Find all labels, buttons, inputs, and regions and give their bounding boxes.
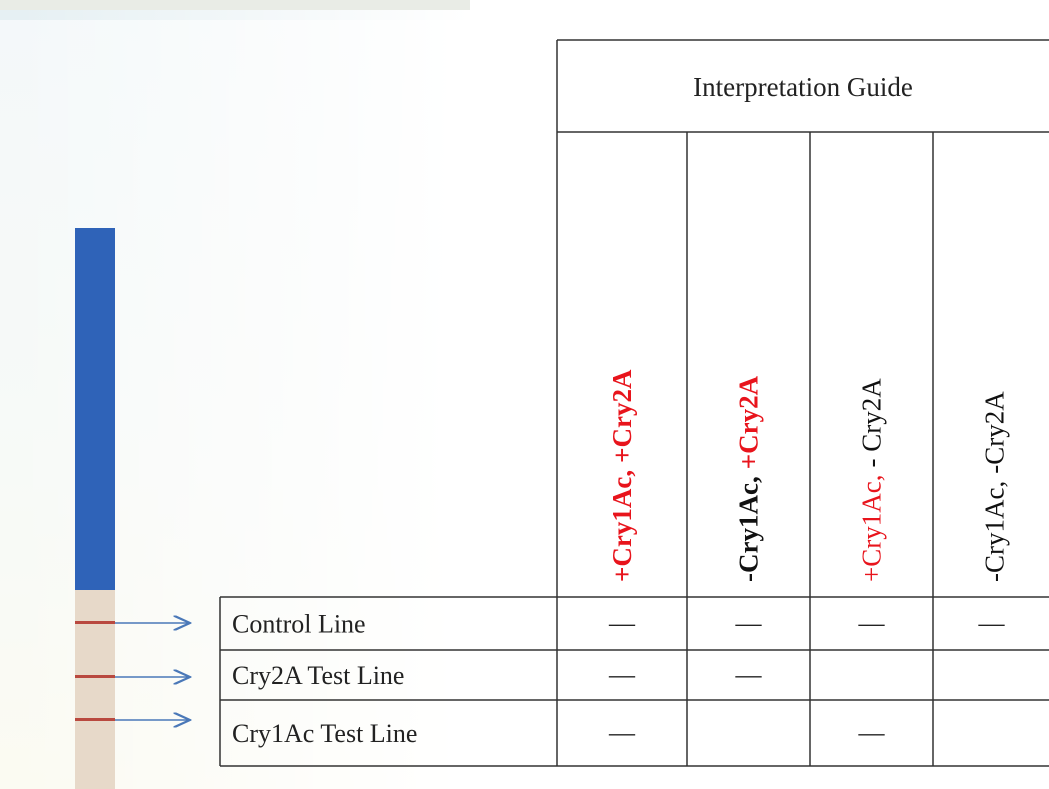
table-cell: — xyxy=(608,609,636,638)
column-header: +Cry1Ac, +Cry2A xyxy=(607,369,637,582)
row-label: Cry2A Test Line xyxy=(232,661,404,690)
background-band xyxy=(0,0,470,10)
table-cell: — xyxy=(735,660,763,689)
table-cell: — xyxy=(978,609,1006,638)
strip-line xyxy=(75,718,115,721)
table-title: Interpretation Guide xyxy=(693,72,913,102)
test-strip xyxy=(75,228,115,789)
header-part: -Cry1Ac, xyxy=(734,476,764,582)
header-part: - Cry2A xyxy=(857,378,887,468)
column-header: +Cry1Ac, - Cry2A xyxy=(857,378,887,582)
column-header: -Cry1Ac, +Cry2A xyxy=(734,375,764,582)
header-part: +Cry1Ac, xyxy=(857,475,887,582)
row-label: Cry1Ac Test Line xyxy=(232,719,417,748)
strip-line xyxy=(75,675,115,678)
header-part: +Cry2A xyxy=(607,369,637,463)
arrows xyxy=(115,623,190,720)
row-label: Control Line xyxy=(232,610,366,639)
header-part: +Cry1Ac, xyxy=(607,470,637,582)
column-header: -Cry1Ac, -Cry2A xyxy=(980,391,1010,582)
table-cell: — xyxy=(735,609,763,638)
table-cell: — xyxy=(858,718,886,747)
header-part: -Cry1Ac, xyxy=(980,481,1010,582)
strip-line xyxy=(75,621,115,624)
strip-membrane xyxy=(75,590,115,789)
strip-pad xyxy=(75,228,115,590)
table-cell: — xyxy=(608,660,636,689)
table-cell: — xyxy=(858,609,886,638)
header-part: +Cry2A xyxy=(734,375,764,469)
header-part: -Cry2A xyxy=(980,391,1010,474)
table-cell: — xyxy=(608,718,636,747)
interpretation-table: Interpretation Guide +Cry1Ac,+Cry2A-Cry1… xyxy=(219,39,1049,767)
